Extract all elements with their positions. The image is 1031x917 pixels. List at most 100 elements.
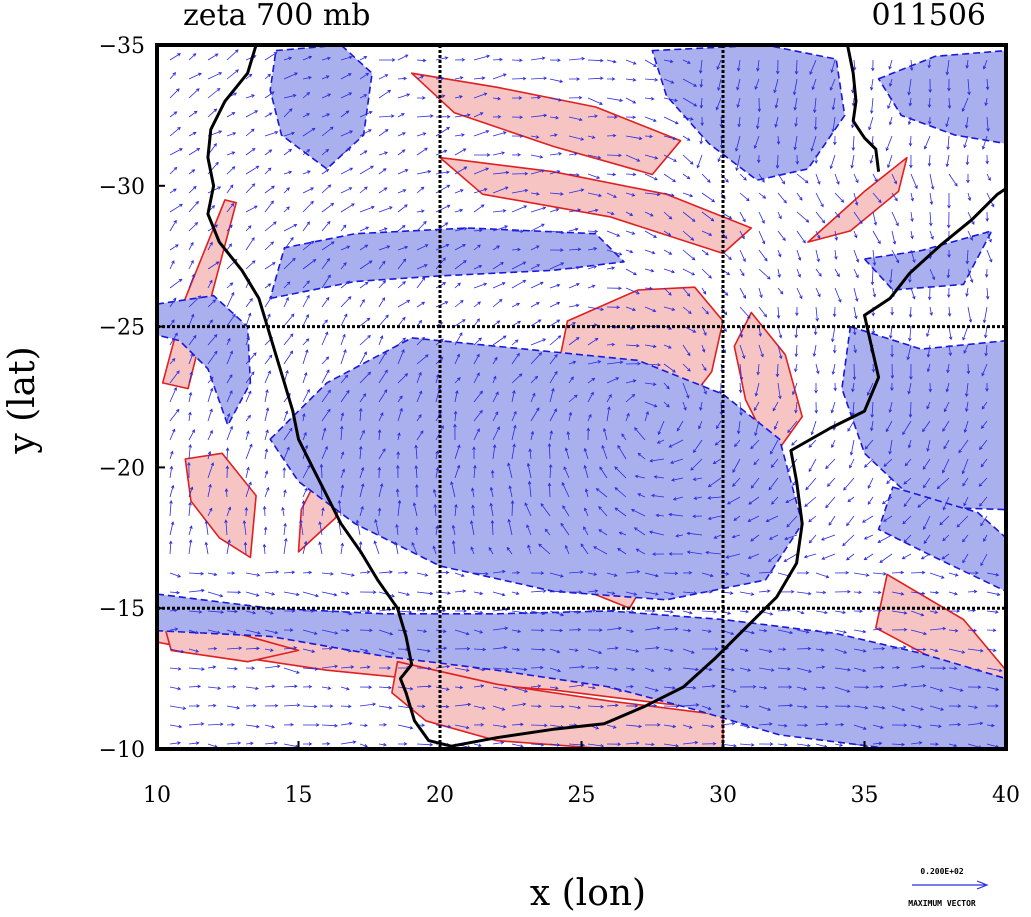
wind-vector-arrow bbox=[720, 268, 731, 276]
x-tick-label: 20 bbox=[426, 783, 454, 808]
wind-vector-arrow bbox=[169, 386, 177, 403]
wind-vector-arrow bbox=[607, 77, 616, 81]
wind-vector-arrow bbox=[302, 200, 314, 213]
wind-vector-arrow bbox=[606, 97, 624, 102]
wind-vector-arrow bbox=[340, 389, 350, 403]
wind-vector-arrow bbox=[359, 743, 369, 748]
wind-vector-arrow bbox=[283, 427, 293, 441]
wind-vector-arrow bbox=[663, 344, 672, 349]
wind-vector-arrow bbox=[245, 352, 257, 365]
wind-vector-arrow bbox=[908, 401, 913, 418]
wind-vector-arrow bbox=[511, 629, 522, 633]
wind-vector-arrow bbox=[435, 184, 451, 194]
wind-vector-arrow bbox=[492, 569, 506, 574]
wind-vector-arrow bbox=[568, 683, 585, 688]
wind-vector-arrow bbox=[618, 531, 627, 536]
wind-vector-arrow bbox=[686, 550, 703, 555]
wind-vector-arrow bbox=[692, 514, 703, 518]
wind-vector-arrow bbox=[644, 286, 654, 291]
wind-vector-arrow bbox=[492, 298, 503, 308]
wind-vector-arrow bbox=[732, 477, 741, 487]
wind-vector-arrow bbox=[397, 742, 408, 746]
wind-vector-arrow bbox=[794, 59, 799, 75]
wind-vector-arrow bbox=[625, 59, 637, 65]
wind-vector-arrow bbox=[644, 77, 659, 82]
wind-vector-arrow bbox=[713, 534, 722, 539]
wind-vector-arrow bbox=[853, 609, 863, 613]
wind-vector-arrow bbox=[587, 247, 598, 251]
wind-vector-arrow bbox=[663, 173, 676, 183]
wind-vector-arrow bbox=[492, 209, 507, 213]
wind-vector-arrow bbox=[245, 646, 260, 651]
wind-vector-arrow bbox=[207, 646, 218, 651]
wind-vector-arrow bbox=[682, 401, 687, 411]
wind-vector-arrow bbox=[644, 211, 654, 217]
wind-vector-arrow bbox=[986, 230, 992, 243]
wind-vector-arrow bbox=[891, 742, 906, 747]
negative-vorticity-region-18 bbox=[651, 45, 846, 181]
wind-vector-arrow bbox=[967, 705, 979, 709]
wind-vector-arrow bbox=[907, 382, 912, 395]
wind-vector-arrow bbox=[454, 503, 458, 517]
x-tick-label: 35 bbox=[851, 783, 879, 808]
wind-vector-arrow bbox=[962, 477, 969, 487]
wind-vector-arrow bbox=[226, 291, 235, 308]
wind-vector-arrow bbox=[207, 108, 218, 118]
wind-vector-arrow bbox=[870, 401, 874, 418]
wind-vector-arrow bbox=[962, 325, 969, 341]
wind-vector-arrow bbox=[754, 78, 760, 90]
wind-vector-arrow bbox=[530, 610, 546, 616]
wind-vector-arrow bbox=[580, 543, 589, 555]
wind-vector-arrow bbox=[795, 154, 800, 165]
wind-vector-arrow bbox=[701, 724, 715, 729]
wind-vector-arrow bbox=[340, 484, 345, 498]
wind-vector-arrow bbox=[169, 484, 175, 498]
negative-vorticity-region-23 bbox=[877, 486, 1006, 593]
wind-vector-arrow bbox=[226, 282, 234, 289]
wind-vector-arrow bbox=[663, 591, 675, 596]
wind-vector-arrow bbox=[847, 496, 855, 503]
wind-vector-arrow bbox=[776, 306, 781, 319]
wind-vector-arrow bbox=[188, 169, 196, 175]
wind-vector-arrow bbox=[773, 420, 779, 430]
wind-vector-arrow bbox=[511, 722, 524, 727]
wind-vector-arrow bbox=[511, 261, 527, 270]
wind-vector-arrow bbox=[188, 222, 199, 232]
wind-vector-arrow bbox=[207, 462, 215, 479]
wind-vector-arrow bbox=[530, 154, 544, 159]
wind-vector-arrow bbox=[633, 527, 646, 536]
wind-vector-arrow bbox=[891, 610, 908, 615]
wind-vector-arrow bbox=[945, 116, 950, 128]
wind-vector-arrow bbox=[810, 420, 817, 436]
wind-vector-arrow bbox=[739, 287, 746, 299]
wind-vector-arrow bbox=[948, 722, 962, 727]
x-axis-label: x (lon) bbox=[530, 873, 646, 913]
wind-vector-arrow bbox=[568, 322, 576, 327]
wind-vector-arrow bbox=[947, 193, 951, 209]
wind-vector-arrow bbox=[188, 411, 192, 422]
wind-vector-arrow bbox=[961, 458, 969, 475]
wind-vector-arrow bbox=[965, 401, 969, 413]
wind-vector-arrow bbox=[606, 646, 619, 650]
wind-vector-arrow bbox=[982, 306, 988, 324]
wind-vector-arrow bbox=[929, 306, 933, 317]
wind-vector-arrow bbox=[511, 647, 521, 652]
wind-vector-arrow bbox=[378, 297, 386, 308]
wind-vector-arrow bbox=[340, 167, 354, 175]
wind-vector-arrow bbox=[568, 283, 580, 289]
wind-vector-arrow bbox=[986, 173, 991, 182]
wind-vector-arrow bbox=[492, 375, 497, 384]
wind-vector-arrow bbox=[397, 54, 409, 61]
wind-vector-arrow bbox=[549, 628, 564, 633]
wind-vector-arrow bbox=[813, 97, 817, 114]
wind-vector-arrow bbox=[979, 439, 988, 451]
wind-vector-arrow bbox=[511, 247, 521, 252]
wind-vector-arrow bbox=[964, 382, 969, 398]
wind-vector-arrow bbox=[264, 112, 273, 118]
wind-vector-arrow bbox=[492, 335, 507, 346]
wind-vector-arrow bbox=[454, 377, 461, 384]
negative-vorticity-region-14 bbox=[157, 593, 1006, 749]
wind-vector-arrow bbox=[378, 723, 388, 727]
wind-vector-arrow bbox=[226, 425, 233, 441]
wind-vector-arrow bbox=[737, 116, 741, 128]
